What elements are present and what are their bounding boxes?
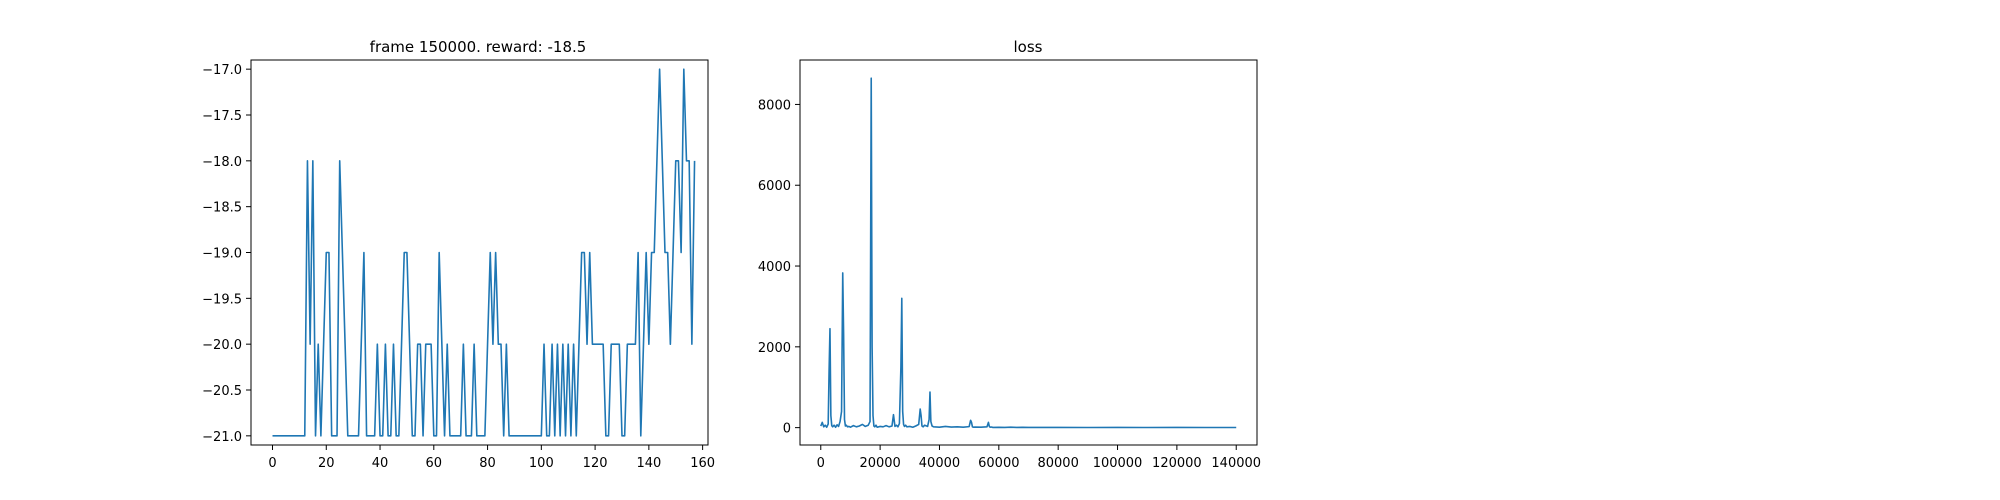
y-tick-label: 4000 <box>758 260 791 275</box>
y-tick-label: −18.0 <box>202 155 242 170</box>
y-tick-label: −20.0 <box>202 338 242 353</box>
x-tick-label: 140000 <box>1211 456 1261 471</box>
y-tick-label: 2000 <box>758 341 791 356</box>
x-tick-label: 0 <box>817 456 825 471</box>
y-tick-label: 6000 <box>758 179 791 194</box>
x-tick-label: 20000 <box>859 456 900 471</box>
reward-plot-area: 0 20 40 60 80 100 120 140 160 −21.0 −20.5 −20.0 −19.… <box>202 59 715 471</box>
y-tick-label: −17.0 <box>202 63 242 78</box>
x-tick-label: 60000 <box>978 456 1019 471</box>
loss-chart-title: loss <box>1014 38 1043 56</box>
x-tick-label: 100 <box>529 456 554 471</box>
x-tick-label: 40 <box>372 456 389 471</box>
x-tick-label: 20 <box>318 456 335 471</box>
x-tick-label: 120 <box>583 456 608 471</box>
y-tick-label: −19.0 <box>202 247 242 262</box>
reward-chart: frame 150000. reward: -18.5 0 20 40 60 80 100… <box>202 38 715 471</box>
reward-chart-title: frame 150000. reward: -18.5 <box>370 38 587 56</box>
x-tick-label: 100000 <box>1093 456 1143 471</box>
x-tick-label: 40000 <box>919 456 960 471</box>
y-tick-label: 0 <box>783 422 791 437</box>
y-tick-label: 8000 <box>758 98 791 113</box>
axes-frame <box>799 59 1258 446</box>
y-tick-label: −17.5 <box>202 109 242 124</box>
x-tick-label: 0 <box>268 456 276 471</box>
y-tick-label: −21.0 <box>202 430 242 445</box>
loss-plot-area: 0 20000 40000 60000 80000 100000 120000 140000 0… <box>758 59 1261 471</box>
x-tick-label: 80000 <box>1037 456 1078 471</box>
y-tick-label: −20.5 <box>202 384 242 399</box>
x-tick-label: 140 <box>636 456 661 471</box>
x-tick-label: 120000 <box>1152 456 1202 471</box>
y-tick-label: −19.5 <box>202 292 242 307</box>
series-line-0-0 <box>272 68 696 437</box>
series-line-1-0 <box>820 77 1237 429</box>
x-tick-label: 80 <box>479 456 496 471</box>
y-tick-label: −18.5 <box>202 201 242 216</box>
x-tick-label: 60 <box>426 456 443 471</box>
loss-chart: loss 0 20000 40000 60000 80000 100000 120000 14… <box>758 38 1261 471</box>
x-tick-label: 160 <box>690 456 715 471</box>
